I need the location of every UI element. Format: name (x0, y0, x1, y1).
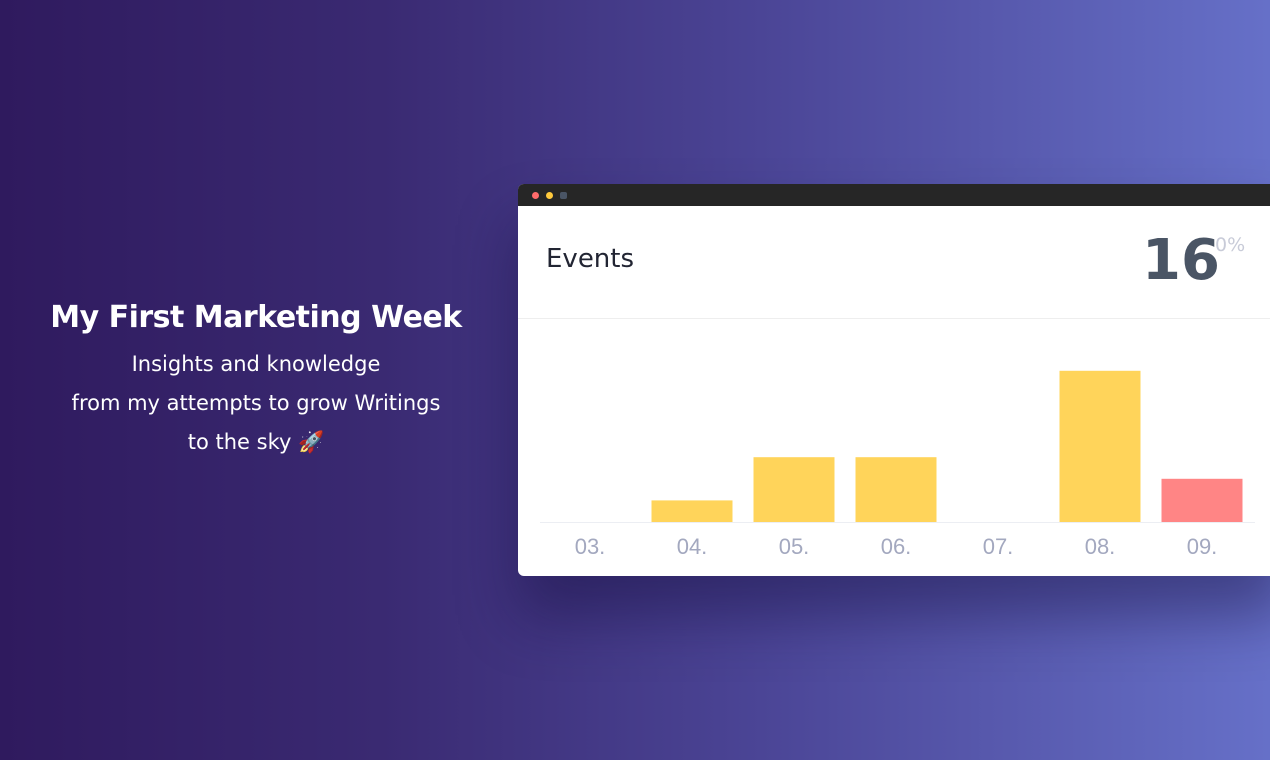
change-percent: 0% (1215, 234, 1246, 256)
hero-line: from my attempts to grow Writings (71, 391, 441, 415)
hero-line: to the sky 🚀 (187, 430, 325, 454)
events-bar-chart: 03. 04. 05. 06. 07. 08. 09. (540, 370, 1255, 559)
bar-08[interactable] (1059, 370, 1141, 522)
x-tick-label: 08. (1085, 534, 1116, 559)
minimize-button[interactable] (546, 192, 553, 199)
x-tick-label: 09. (1187, 534, 1218, 559)
x-tick-label: 06. (881, 534, 912, 559)
card-header: Events 16 0% (518, 206, 1270, 319)
maximize-button[interactable] (560, 192, 567, 199)
total-count: 16 (1142, 228, 1220, 293)
x-tick-label: 07. (983, 534, 1014, 559)
hero-title: My First Marketing Week (50, 300, 462, 335)
hero: My First Marketing Week Insights and kno… (40, 300, 472, 462)
bar-04[interactable] (651, 500, 733, 522)
x-tick-label: 05. (779, 534, 810, 559)
x-tick-label: 04. (677, 534, 708, 559)
window-titlebar (518, 184, 1270, 206)
x-tick-label: 03. (575, 534, 606, 559)
bar-06[interactable] (855, 457, 937, 522)
close-button[interactable] (532, 192, 539, 199)
app-window: Events 16 0% 03. 04. 05. 06. 07. 08. 09. (518, 184, 1270, 576)
card-title: Events (546, 244, 635, 274)
bar-05[interactable] (753, 457, 835, 522)
hero-line: Insights and knowledge (131, 352, 381, 376)
bar-09[interactable] (1161, 478, 1243, 522)
